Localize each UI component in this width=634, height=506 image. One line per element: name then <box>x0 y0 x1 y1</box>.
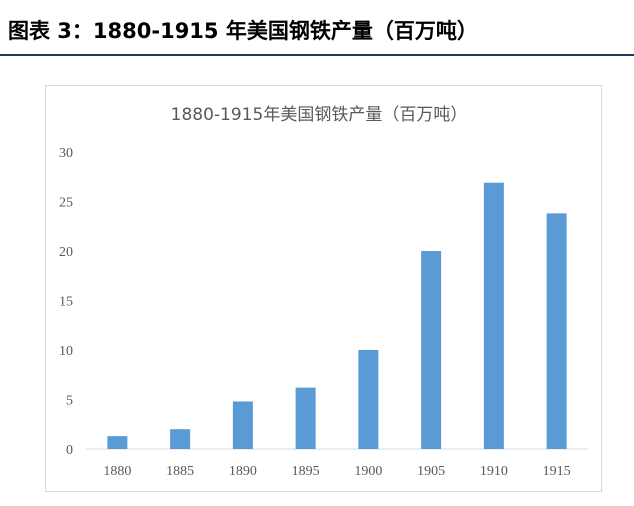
y-tick-label: 0 <box>66 443 73 458</box>
y-axis: 0 5 10 15 20 25 30 <box>59 146 73 458</box>
caption-divider <box>0 54 634 56</box>
y-tick-label: 30 <box>59 146 73 161</box>
bar-1895 <box>295 387 316 449</box>
figure-caption: 图表 3：1880-1915 年美国钢铁产量（百万吨） <box>8 19 478 43</box>
x-tick-label: 1890 <box>229 464 257 479</box>
x-tick-label: 1900 <box>354 464 382 479</box>
x-axis: 1880 1885 1890 1895 1900 1905 1910 1915 <box>103 464 570 479</box>
y-tick-label: 5 <box>66 394 73 409</box>
bar-1900 <box>358 350 379 449</box>
bar-1910 <box>483 182 504 449</box>
x-tick-label: 1910 <box>480 464 508 479</box>
x-tick-label: 1885 <box>166 464 194 479</box>
y-tick-label: 15 <box>59 295 73 310</box>
x-tick-label: 1895 <box>292 464 320 479</box>
bars-group <box>107 182 567 449</box>
chart-frame <box>45 85 602 492</box>
bar-1885 <box>170 429 191 449</box>
x-tick-label: 1880 <box>103 464 131 479</box>
y-tick-label: 20 <box>59 245 73 260</box>
chart-title: 1880-1915年美国钢铁产量（百万吨） <box>171 105 468 125</box>
bar-1905 <box>421 251 442 449</box>
y-tick-label: 25 <box>59 196 73 211</box>
bar-1915 <box>546 213 567 449</box>
bar-1890 <box>232 401 253 449</box>
y-tick-label: 10 <box>59 344 73 359</box>
bar-1880 <box>107 436 128 449</box>
x-tick-label: 1915 <box>543 464 571 479</box>
x-tick-label: 1905 <box>417 464 445 479</box>
